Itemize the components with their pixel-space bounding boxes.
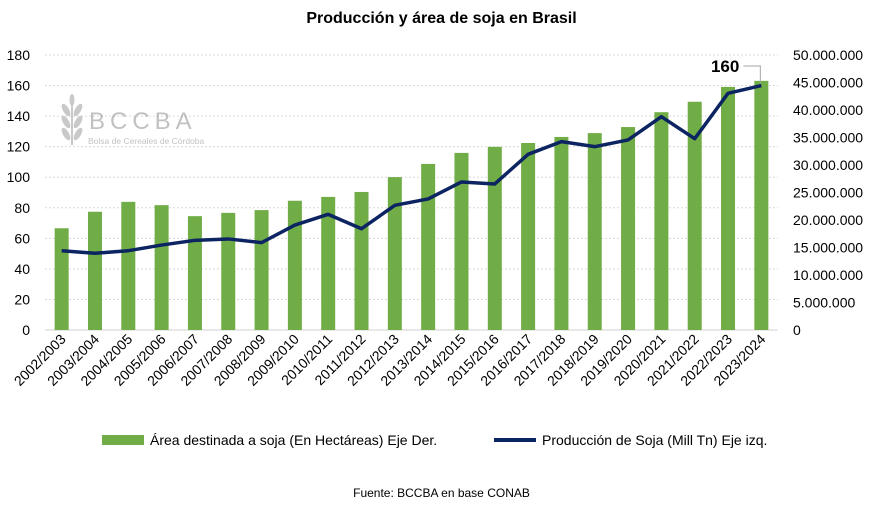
left-tick-label: 160 <box>7 78 31 94</box>
left-tick-label: 180 <box>7 47 31 63</box>
bar <box>487 146 502 330</box>
bar <box>754 80 769 330</box>
left-tick-label: 0 <box>22 322 30 338</box>
bccba-watermark-logo: BCCBA Bolsa de Cereales de Córdoba <box>61 94 205 146</box>
bar <box>654 112 669 330</box>
bar <box>187 216 202 330</box>
bar <box>221 212 236 330</box>
legend-item-production: Producción de Soja (Mill Tn) Eje izq. <box>494 432 767 448</box>
bar <box>454 152 469 330</box>
left-tick-label: 140 <box>7 108 31 124</box>
legend-label-area: Área destinada a soja (En Hectáreas) Eje… <box>150 432 438 448</box>
right-tick-label: 25.000.000 <box>793 185 863 201</box>
bar <box>687 101 702 330</box>
left-tick-label: 40 <box>14 261 30 277</box>
production-line <box>61 83 762 256</box>
right-tick-label: 10.000.000 <box>793 267 863 283</box>
right-tick-label: 15.000.000 <box>793 240 863 256</box>
right-tick-label: 20.000.000 <box>793 212 863 228</box>
bar <box>121 201 136 330</box>
left-tick-label: 120 <box>7 139 31 155</box>
legend-item-area: Área destinada a soja (En Hectáreas) Eje… <box>102 432 437 448</box>
bar <box>554 136 569 330</box>
right-tick-label: 35.000.000 <box>793 130 863 146</box>
bar <box>254 210 269 330</box>
bar <box>621 127 636 330</box>
bar <box>721 86 736 331</box>
plot-area: BCCBA Bolsa de Cereales de Córdoba 0 20 40… <box>7 47 864 389</box>
source-note: Fuente: BCCBA en base CONAB <box>353 486 530 500</box>
legend-swatch-line <box>494 438 536 442</box>
bar <box>87 211 102 330</box>
right-tick-label: 5.000.000 <box>793 295 855 311</box>
right-tick-label: 30.000.000 <box>793 157 863 173</box>
right-tick-label: 50.000.000 <box>793 47 863 63</box>
right-tick-label: 45.000.000 <box>793 75 863 91</box>
watermark-name: BCCBA <box>89 108 197 135</box>
bar <box>387 177 402 330</box>
left-tick-label: 100 <box>7 169 31 185</box>
wheat-icon <box>61 94 83 145</box>
legend-swatch-bar <box>102 435 144 445</box>
right-tick-label: 0 <box>793 322 801 338</box>
bar <box>421 163 436 330</box>
left-tick-label: 20 <box>14 291 30 307</box>
left-tick-label: 60 <box>14 230 30 246</box>
bar <box>154 205 169 330</box>
bar <box>587 133 602 330</box>
annotation-label: 160 <box>711 57 739 76</box>
left-tick-label: 80 <box>14 200 30 216</box>
bar <box>287 200 302 330</box>
bar <box>54 228 69 330</box>
right-tick-label: 40.000.000 <box>793 102 863 118</box>
watermark-subtitle: Bolsa de Cereales de Córdoba <box>88 136 205 146</box>
bar <box>521 143 536 330</box>
bar <box>354 191 369 330</box>
chart-title: Producción y área de soja en Brasil <box>306 10 577 27</box>
bar <box>321 196 336 330</box>
annotation-leader-line <box>743 65 761 84</box>
legend-label-production: Producción de Soja (Mill Tn) Eje izq. <box>542 432 768 448</box>
